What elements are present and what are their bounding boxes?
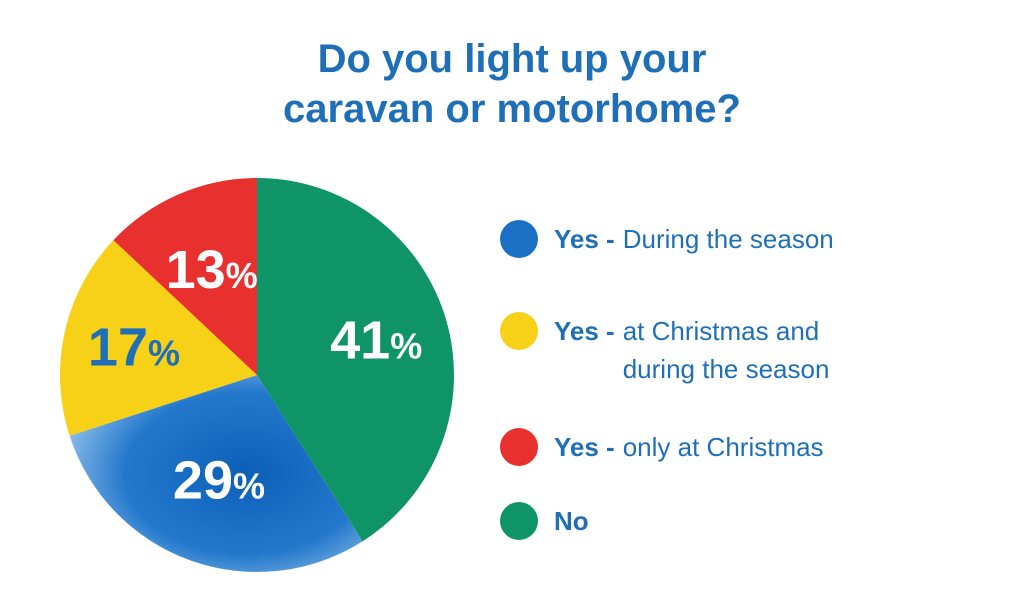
legend-item: No: [500, 502, 589, 540]
pie-slice-2: [60, 240, 258, 436]
pie-slice-label-4: 41%: [330, 310, 422, 370]
legend-item-strong: Yes -: [554, 224, 615, 254]
legend-item-label: During the season: [623, 220, 834, 258]
pie-slice-label-2: 17%: [88, 317, 180, 377]
legend-item-label: at Christmas and during the season: [623, 312, 830, 388]
legend-item-label-line: During the season: [622, 224, 834, 254]
pie-slice-4: [257, 178, 455, 542]
legend-swatch: [500, 502, 538, 540]
legend-swatch: [500, 220, 538, 258]
legend-swatch: [500, 312, 538, 350]
pie-slice-labels: 41% 29% 17% 13%: [88, 240, 422, 511]
legend-item-label-line: at Christmas and: [622, 316, 820, 346]
pie-slices: [60, 178, 455, 572]
pie-chart: 41% 29% 17% 13%: [60, 178, 455, 572]
legend-item: Yes - at Christmas and during the season: [500, 312, 829, 388]
pie-slice-label-3: 13%: [166, 240, 258, 300]
pie-slice-3: [113, 178, 257, 375]
legend-item-label-line: during the season: [622, 354, 830, 384]
pie-slice-label-1: 29%: [173, 451, 265, 511]
legend-item: Yes - only at Christmas: [500, 428, 824, 466]
legend-item-strong: Yes -: [554, 432, 615, 462]
legend-item-strong: Yes -: [554, 316, 615, 346]
pie-slice-1: [69, 375, 363, 572]
chart-title-line-1: Do you light up your: [317, 37, 707, 81]
legend-item-strong: No: [554, 506, 589, 536]
legend-item-label: only at Christmas: [623, 428, 824, 466]
legend-item: Yes - During the season: [500, 220, 834, 258]
chart-title: Do you light up your caravan or motorhom…: [0, 34, 1024, 134]
legend-item-label-line: only at Christmas: [622, 432, 824, 462]
chart-title-line-2: caravan or motorhome?: [283, 87, 741, 131]
legend-swatch: [500, 428, 538, 466]
